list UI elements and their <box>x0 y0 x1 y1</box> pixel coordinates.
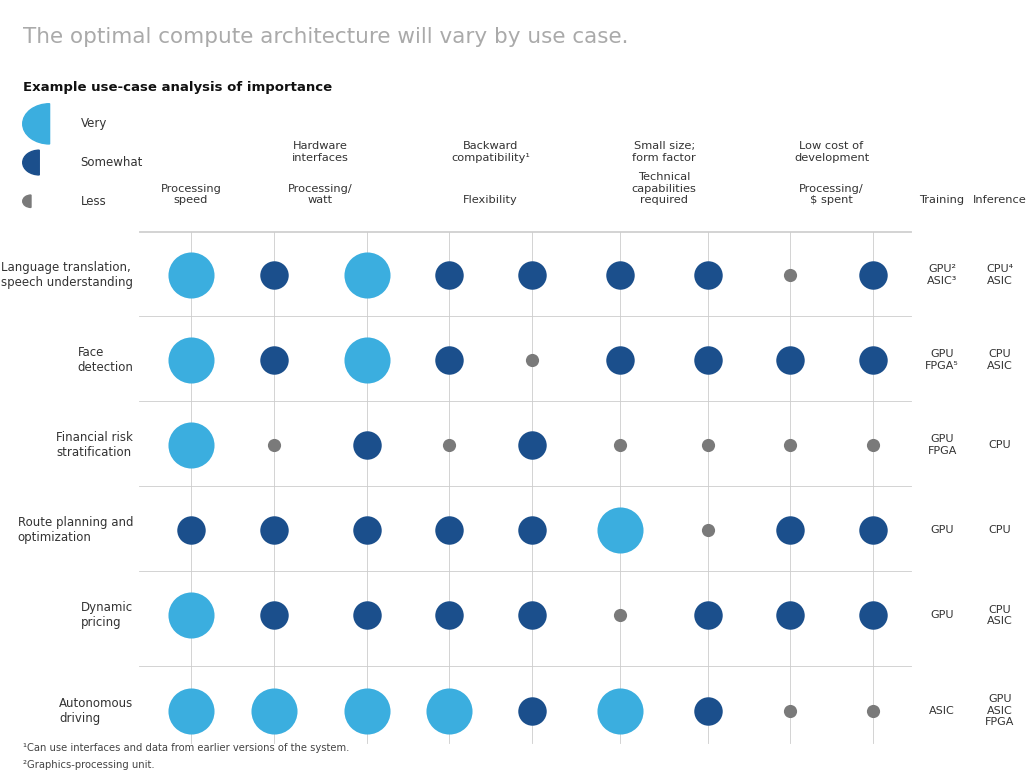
Text: Flexibility: Flexibility <box>463 195 519 205</box>
Point <box>441 609 458 622</box>
Text: Inference: Inference <box>973 195 1027 205</box>
Text: Route planning and
optimization: Route planning and optimization <box>18 516 133 544</box>
Point <box>265 524 282 536</box>
Point <box>699 269 716 281</box>
Point <box>612 354 628 366</box>
Point <box>865 269 881 281</box>
Point <box>183 704 199 717</box>
Point <box>782 704 799 717</box>
Text: GPU
FPGA: GPU FPGA <box>928 434 957 456</box>
Point <box>524 609 540 622</box>
Text: GPU
ASIC
FPGA: GPU ASIC FPGA <box>985 694 1014 727</box>
Point <box>612 704 628 717</box>
Text: Financial risk
stratification: Financial risk stratification <box>57 431 133 459</box>
Text: Somewhat: Somewhat <box>81 156 143 169</box>
Point <box>524 439 540 451</box>
Text: Small size;
form factor: Small size; form factor <box>632 141 696 163</box>
Point <box>612 609 628 622</box>
Text: Processing/
watt: Processing/ watt <box>288 183 352 205</box>
Text: Backward
compatibility¹: Backward compatibility¹ <box>451 141 530 163</box>
Point <box>358 609 375 622</box>
Point <box>699 704 716 717</box>
Point <box>183 269 199 281</box>
Point <box>265 439 282 451</box>
Point <box>612 524 628 536</box>
Point <box>265 269 282 281</box>
Wedge shape <box>23 104 50 144</box>
Point <box>358 704 375 717</box>
Text: CPU
ASIC: CPU ASIC <box>988 349 1012 371</box>
Point <box>782 609 799 622</box>
Point <box>441 354 458 366</box>
Text: Low cost of
development: Low cost of development <box>794 141 869 163</box>
Text: Face
detection: Face detection <box>77 346 133 374</box>
Point <box>524 269 540 281</box>
Text: CPU: CPU <box>989 526 1011 535</box>
Point <box>865 354 881 366</box>
Point <box>358 354 375 366</box>
Text: Processing/
$ spent: Processing/ $ spent <box>800 183 864 205</box>
Text: Example use-case analysis of importance: Example use-case analysis of importance <box>23 81 332 94</box>
Text: CPU: CPU <box>989 440 1011 450</box>
Point <box>865 704 881 717</box>
Text: The optimal compute architecture will vary by use case.: The optimal compute architecture will va… <box>23 27 628 47</box>
Point <box>441 439 458 451</box>
Text: ²Graphics-processing unit.: ²Graphics-processing unit. <box>23 760 154 770</box>
Point <box>865 609 881 622</box>
Text: ASIC: ASIC <box>930 706 954 715</box>
Text: Autonomous
driving: Autonomous driving <box>59 697 133 724</box>
Wedge shape <box>23 195 31 207</box>
Point <box>699 524 716 536</box>
Point <box>358 524 375 536</box>
Point <box>358 439 375 451</box>
Text: CPU⁴
ASIC: CPU⁴ ASIC <box>987 264 1013 286</box>
Text: Dynamic
pricing: Dynamic pricing <box>82 601 133 629</box>
Text: GPU: GPU <box>931 611 953 620</box>
Point <box>524 704 540 717</box>
Text: GPU
FPGA⁵: GPU FPGA⁵ <box>926 349 959 371</box>
Point <box>524 354 540 366</box>
Point <box>699 609 716 622</box>
Point <box>441 269 458 281</box>
Text: ¹Can use interfaces and data from earlier versions of the system.: ¹Can use interfaces and data from earlie… <box>23 743 349 753</box>
Point <box>265 704 282 717</box>
Point <box>183 354 199 366</box>
Point <box>782 524 799 536</box>
Point <box>441 704 458 717</box>
Wedge shape <box>23 150 39 175</box>
Text: Hardware
interfaces: Hardware interfaces <box>291 141 349 163</box>
Text: GPU: GPU <box>931 526 953 535</box>
Text: CPU
ASIC: CPU ASIC <box>988 604 1012 626</box>
Point <box>183 439 199 451</box>
Text: Very: Very <box>81 118 107 130</box>
Point <box>865 524 881 536</box>
Point <box>183 609 199 622</box>
Point <box>699 354 716 366</box>
Point <box>358 269 375 281</box>
Text: GPU²
ASIC³: GPU² ASIC³ <box>927 264 958 286</box>
Point <box>612 439 628 451</box>
Text: Language translation,
speech understanding: Language translation, speech understandi… <box>1 261 133 289</box>
Text: Processing
speed: Processing speed <box>161 183 221 205</box>
Point <box>183 524 199 536</box>
Point <box>865 439 881 451</box>
Point <box>265 609 282 622</box>
Point <box>441 524 458 536</box>
Point <box>782 439 799 451</box>
Point <box>782 269 799 281</box>
Text: Training: Training <box>919 195 965 205</box>
Text: Less: Less <box>81 195 106 207</box>
Text: Technical
capabilities
required: Technical capabilities required <box>632 172 696 205</box>
Point <box>524 524 540 536</box>
Point <box>782 354 799 366</box>
Point <box>265 354 282 366</box>
Point <box>612 269 628 281</box>
Point <box>699 439 716 451</box>
